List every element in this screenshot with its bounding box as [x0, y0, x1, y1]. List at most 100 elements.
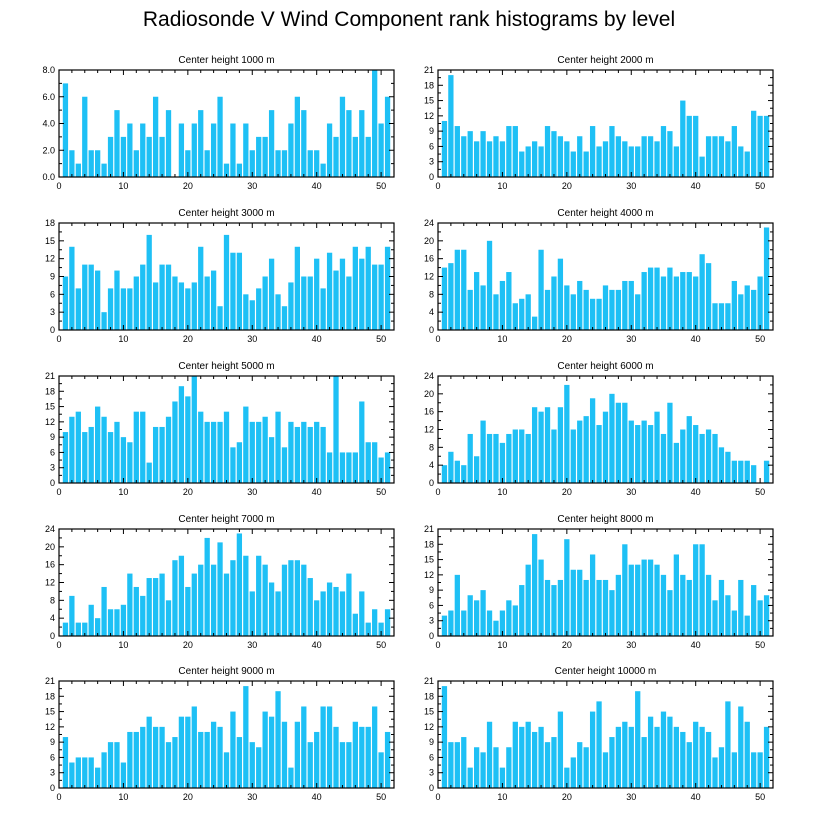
y-tick-label: 15	[45, 402, 55, 412]
y-tick-label: 4	[429, 460, 434, 470]
bar-32	[262, 416, 268, 483]
bar-42	[326, 252, 333, 330]
bar-2	[448, 75, 454, 177]
bar-22	[577, 742, 583, 788]
x-tick-label: 0	[56, 181, 61, 191]
bar-10	[499, 141, 506, 177]
bar-13	[140, 411, 146, 483]
bar-14	[146, 716, 152, 788]
bar-29	[243, 123, 249, 177]
bar-9	[493, 136, 499, 177]
bar-23	[583, 289, 589, 331]
bar-26	[602, 579, 609, 636]
bar-8	[486, 240, 493, 330]
bar-42	[705, 731, 712, 788]
bar-13	[519, 585, 525, 636]
bar-6	[474, 141, 480, 177]
bar-40	[314, 258, 320, 330]
bar-26	[223, 752, 230, 788]
bar-30	[628, 420, 634, 483]
bar-15	[531, 141, 538, 177]
bar-36	[288, 560, 294, 636]
y-tick-label: 0.0	[42, 172, 55, 182]
y-tick-label: 0	[429, 325, 434, 335]
bar-6	[474, 456, 480, 483]
bar-21	[570, 294, 576, 330]
bar-19	[178, 716, 185, 788]
bar-49	[372, 442, 378, 483]
bar-1	[441, 267, 448, 330]
bar-35	[281, 447, 288, 483]
bar-25	[596, 298, 602, 330]
bar-10	[499, 442, 506, 484]
bar-13	[140, 264, 146, 330]
y-tick-label: 20	[424, 389, 434, 399]
y-tick-label: 0	[429, 172, 434, 182]
bar-16	[538, 146, 544, 177]
bar-30	[249, 150, 255, 177]
bar-5	[88, 264, 94, 330]
bar-18	[172, 276, 178, 330]
x-tick-label: 50	[755, 640, 765, 650]
bar-22	[198, 731, 204, 788]
y-tick-label: 12	[424, 570, 434, 580]
y-tick-label: 18	[424, 80, 434, 90]
bar-26	[223, 573, 230, 636]
bar-38	[680, 731, 686, 788]
bar-5	[467, 767, 473, 788]
y-tick-label: 16	[45, 560, 55, 570]
bar-34	[275, 411, 281, 483]
bar-41	[320, 426, 326, 483]
bar-39	[307, 426, 313, 483]
y-tick-label: 0	[50, 478, 55, 488]
y-tick-label: 24	[424, 371, 434, 381]
bar-7	[101, 586, 107, 636]
bar-15	[152, 282, 159, 330]
bar-9	[493, 747, 499, 788]
y-tick-label: 8	[50, 595, 55, 605]
bar-43	[712, 600, 718, 636]
bar-26	[602, 285, 609, 330]
bar-18	[551, 131, 557, 177]
bar-30	[249, 591, 255, 636]
bar-29	[622, 402, 628, 483]
bar-8	[486, 433, 493, 483]
bar-50	[757, 115, 763, 177]
bar-33	[268, 110, 275, 178]
bar-30	[628, 280, 634, 330]
bar-25	[596, 425, 602, 483]
bar-8	[486, 610, 493, 636]
bar-6	[95, 270, 101, 330]
bar-20	[564, 539, 570, 636]
bar-17	[544, 742, 551, 788]
panel-title: Center height 2000 m	[557, 55, 653, 66]
bar-8	[486, 141, 493, 177]
y-tick-label: 21	[45, 371, 55, 381]
y-tick-label: 9	[50, 272, 55, 282]
x-tick-label: 20	[562, 334, 572, 344]
panel-title: Center height 1000 m	[178, 55, 274, 66]
bar-22	[198, 110, 204, 178]
bar-25	[596, 701, 602, 788]
bar-33	[268, 582, 275, 636]
bar-50	[757, 600, 763, 636]
bar-46	[731, 126, 737, 177]
bar-33	[268, 437, 275, 483]
x-tick-label: 20	[183, 792, 193, 802]
bar-41	[699, 254, 705, 330]
x-tick-label: 40	[312, 487, 322, 497]
bar-28	[236, 533, 243, 636]
x-tick-label: 10	[118, 487, 128, 497]
bar-35	[660, 574, 667, 636]
bar-35	[660, 711, 667, 788]
bar-40	[693, 721, 699, 788]
x-tick-label: 30	[247, 334, 257, 344]
x-tick-label: 10	[497, 487, 507, 497]
bar-19	[557, 407, 564, 483]
y-tick-label: 12	[424, 272, 434, 282]
y-tick-label: 8.0	[42, 65, 55, 75]
bar-51	[763, 460, 770, 483]
bar-16	[538, 411, 544, 483]
y-tick-label: 21	[424, 524, 434, 534]
